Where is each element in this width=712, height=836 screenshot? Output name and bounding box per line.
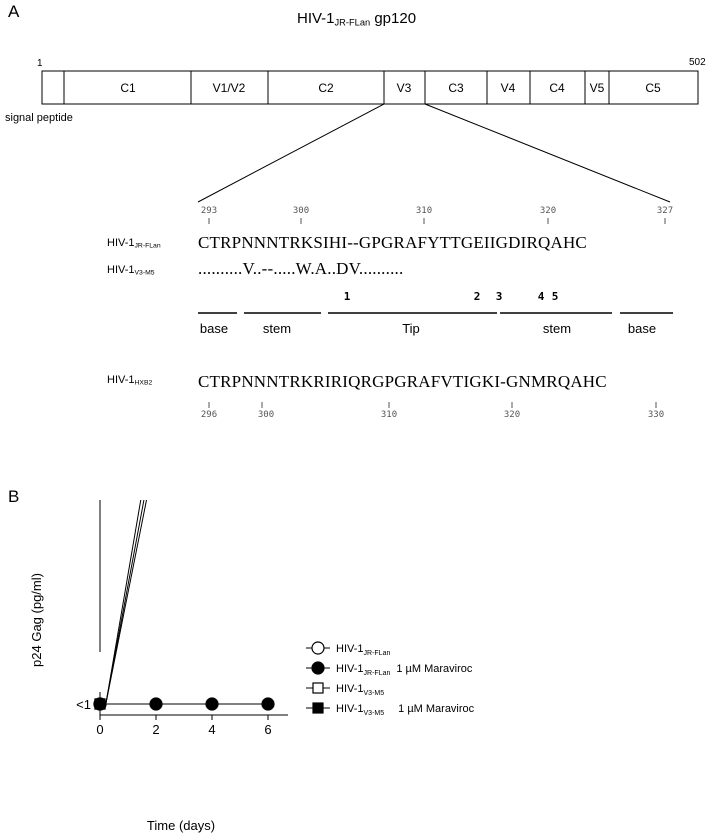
chart-axes: <1101001000100000246	[76, 500, 288, 737]
mutation-number: 2	[474, 290, 481, 303]
jrfl-sub: JR-FLan	[134, 242, 161, 250]
mutation-number: 5	[552, 290, 559, 303]
domain-c3: C3	[448, 81, 464, 95]
jrfl-tick-label: 293	[201, 206, 217, 216]
legend-label: HIV-1V3-M5	[336, 683, 384, 697]
hxb2-position-ruler: 296 300 310 320 330	[201, 402, 664, 420]
title-tail: gp120	[370, 10, 417, 27]
mutation-number: 4	[538, 290, 545, 303]
hxb2-seq-label: HIV-1HXB2	[107, 374, 152, 387]
hxb2-sub: HXB2	[134, 379, 153, 387]
jrfl-seq-label: HIV-1JR-FLan	[107, 237, 161, 250]
region-label-stem: stem	[263, 321, 291, 336]
title-sub: JR-FLan	[334, 17, 371, 28]
jrfl-name: HIV-1	[107, 237, 135, 249]
p24-chart: <1101001000100000246 HIV-1JR-FLanHIV-1JR…	[29, 500, 475, 833]
signal-peptide-label: signal peptide	[5, 112, 73, 124]
series-filled-square	[94, 500, 148, 710]
data-point	[205, 697, 219, 711]
gp120-title: HIV-1JR-FLan gp120	[297, 10, 416, 27]
hxb2-tick-label: 310	[381, 410, 397, 420]
hxb2-tick-label: 320	[504, 410, 520, 420]
legend-marker	[312, 702, 324, 714]
legend-marker	[312, 682, 324, 694]
jrfl-position-ruler: 293 300 310 320 327	[201, 206, 673, 224]
chart-series	[93, 500, 275, 711]
domain-c1: C1	[120, 81, 136, 95]
mutation-numbers: 1 2 3 4 5	[344, 290, 559, 303]
hxb2-tick-label: 296	[201, 410, 217, 420]
region-label-base: base	[200, 321, 228, 336]
x-tick-label: 6	[264, 722, 271, 737]
v3m5-seq-label: HIV-1V3-M5	[107, 264, 155, 277]
mutation-number: 3	[496, 290, 503, 303]
hxb2-tick-label: 300	[258, 410, 274, 420]
jrfl-tick-label: 327	[657, 206, 673, 216]
domain-v1v2: V1/V2	[213, 81, 246, 95]
y-tick-label: <1	[76, 697, 91, 712]
domain-v5: V5	[590, 81, 605, 95]
region-label-stem: stem	[543, 321, 571, 336]
zoom-line-left	[197, 103, 385, 203]
domain-v4: V4	[501, 81, 516, 95]
jrfl-tick-label: 300	[293, 206, 309, 216]
data-point	[94, 698, 106, 710]
legend-label: HIV-1JR-FLan	[336, 643, 390, 657]
mutation-number: 1	[344, 290, 351, 303]
domain-bar-outline	[41, 70, 699, 105]
x-tick-label: 4	[208, 722, 215, 737]
hxb2-sequence: CTRPNNNTRKRIRIQRGPGRAFVTIGKI-GNMRQAHC	[198, 372, 607, 391]
domain-c4: C4	[549, 81, 565, 95]
series-line	[105, 500, 145, 704]
domain-bar: C1 V1/V2 C2 V3 C3 V4 C4 V5 C5	[41, 70, 699, 105]
legend-marker	[311, 661, 325, 675]
x-tick-label: 2	[152, 722, 159, 737]
domain-c2: C2	[318, 81, 334, 95]
y-axis-label: p24 Gag (pg/ml)	[29, 573, 44, 667]
domain-c5: C5	[645, 81, 661, 95]
v3m5-name: HIV-1	[107, 264, 135, 276]
legend-marker	[311, 641, 325, 655]
panel-b-label: B	[8, 487, 20, 506]
data-point	[149, 697, 163, 711]
zoom-line-right	[424, 103, 671, 203]
v3m5-sub: V3-M5	[134, 269, 155, 277]
series-open-square	[94, 500, 145, 710]
v3m5-sequence: ..........V..--.....W.A..DV..........	[198, 259, 404, 278]
legend-label: HIV-1JR-FLan 1 µM Maraviroc	[336, 663, 473, 677]
hxb2-name: HIV-1	[107, 374, 135, 386]
series-open-circle	[93, 500, 142, 711]
data-point	[261, 697, 275, 711]
x-tick-label: 0	[96, 722, 103, 737]
series-line	[105, 500, 148, 704]
series-line	[105, 500, 142, 704]
region-label-tip: Tip	[402, 321, 420, 336]
position-end: 502	[689, 57, 706, 68]
position-start: 1	[37, 58, 43, 69]
chart-legend: HIV-1JR-FLan HIV-1JR-FLan 1 µM Maraviroc HI…	[306, 641, 475, 717]
jrfl-tick-label: 320	[540, 206, 556, 216]
series-filled-circle	[93, 697, 275, 711]
title-main: HIV-1	[297, 10, 335, 27]
domain-v3: V3	[397, 81, 412, 95]
panel-a-diagram: C1 V1/V2 C2 V3 C3 V4 C4 V5 C5 signal pep…	[5, 70, 699, 420]
jrfl-tick-label: 310	[416, 206, 432, 216]
panel-a-label: A	[8, 2, 20, 21]
hxb2-tick-label: 330	[648, 410, 664, 420]
jrfl-sequence: CTRPNNNTRKSIHI--GPGRAFYTTGEIIGDIRQAHC	[198, 233, 587, 252]
legend-label: HIV-1V3-M5 1 µM Maraviroc	[336, 703, 475, 717]
region-label-base: base	[628, 321, 656, 336]
region-bars: base stem Tip stem base	[198, 312, 673, 336]
x-axis-label: Time (days)	[147, 818, 215, 833]
